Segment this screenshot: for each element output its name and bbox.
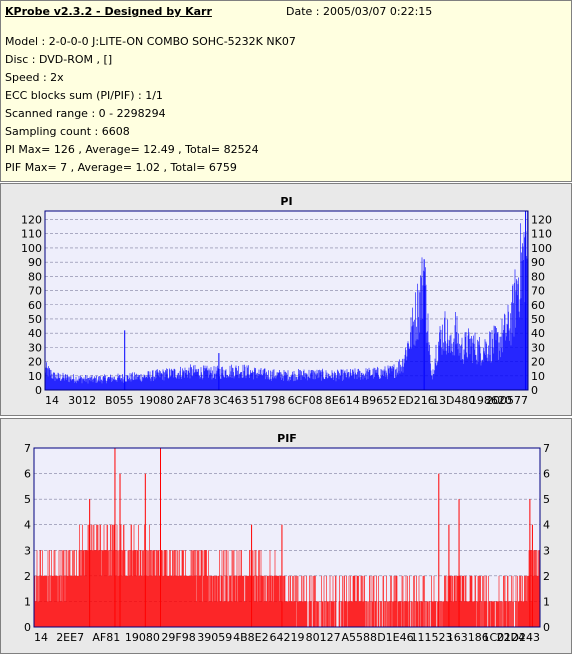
pi-chart-panel: PI 0 0 10 10 20 20 30 30 40 40 50 50 60 60 70 70 80 80 90 90… (0, 183, 572, 416)
pi-x-tick-label: 200577 (486, 394, 528, 407)
pi-y-tick-label-right: 90 (531, 256, 545, 269)
pi-x-tick-label: 2AF78 (176, 394, 211, 407)
pi-x-tick-label: 8E614 (325, 394, 360, 407)
pif-summary-line: PIF Max= 7 , Average= 1.02 , Total= 6759 (5, 161, 237, 174)
pi-y-tick-label: 10 (28, 370, 42, 383)
pi-y-tick-label-right: 110 (531, 228, 552, 241)
pif-y-tick-label-right: 7 (543, 442, 550, 455)
pif-y-tick-label-right: 5 (543, 493, 550, 506)
pif-x-tick-label: 22D243 (497, 631, 540, 644)
pi-y-tick-label: 40 (28, 327, 42, 340)
pif-x-tick-label: 80127 (306, 631, 341, 644)
pif-y-tick-label-right: 6 (543, 468, 550, 481)
pi-x-tick-label: 14 (45, 394, 59, 407)
pi-y-tick-label-right: 70 (531, 285, 545, 298)
pi-x-tick-label: 51798 (250, 394, 285, 407)
sampling-line: Sampling count : 6608 (5, 125, 130, 138)
pi-y-tick-label: 30 (28, 341, 42, 354)
pi-y-tick-label: 100 (21, 242, 42, 255)
pif-y-tick-label: 4 (24, 519, 31, 532)
pif-y-tick-label: 3 (24, 544, 31, 557)
pif-y-tick-label: 0 (24, 621, 31, 634)
pif-y-tick-label: 7 (24, 442, 31, 455)
pi-y-tick-label: 50 (28, 313, 42, 326)
pi-y-tick-label: 70 (28, 285, 42, 298)
pif-x-tick-label: 14 (34, 631, 48, 644)
pif-chart-panel: PIF 0 0 1 1 2 2 3 3 4 4 5 5 6 6 7 7 14 2EE7 AF81 19080 29F98 3… (0, 418, 572, 654)
pif-x-tick-label: 4B8E2 (233, 631, 269, 644)
pi-summary-line: PI Max= 126 , Average= 12.49 , Total= 82… (5, 143, 259, 156)
speed-line: Speed : 2x (5, 71, 64, 84)
pif-y-tick-label: 2 (24, 570, 31, 583)
pif-x-tick-label: 39059 (197, 631, 232, 644)
pi-y-tick-label-right: 80 (531, 270, 545, 283)
pi-chart-title: PI (280, 195, 292, 208)
pif-x-tick-label: 2EE7 (56, 631, 84, 644)
pif-y-tick-label: 5 (24, 493, 31, 506)
pi-x-tick-label: B055 (105, 394, 134, 407)
pi-y-tick-label-right: 30 (531, 341, 545, 354)
pif-chart-title: PIF (277, 432, 297, 445)
pi-x-tick-label: ED216 (398, 394, 434, 407)
pi-x-tick-label: 3012 (68, 394, 96, 407)
pi-y-tick-label: 0 (35, 384, 42, 397)
pi-plot-border (44, 210, 529, 391)
model-line: Model : 2-0-0-0 J:LITE-ON COMBO SOHC-523… (5, 35, 296, 48)
pif-y-tick-label-right: 1 (543, 595, 550, 608)
pif-x-tick-label: 1C0124 (483, 631, 526, 644)
scan-date: Date : 2005/03/07 0:22:15 (286, 5, 433, 18)
range-line: Scanned range : 0 - 2298294 (5, 107, 166, 120)
pi-y-tick-label: 120 (21, 214, 42, 227)
pi-y-tick-label-right: 20 (531, 356, 545, 369)
pi-y-tick-label-right: 120 (531, 214, 552, 227)
pif-x-tick-label: 163186 (447, 631, 489, 644)
pi-y-tick-label-right: 60 (531, 299, 545, 312)
pi-x-tick-label: B9652 (362, 394, 398, 407)
pi-y-tick-label-right: 50 (531, 313, 545, 326)
pif-x-tick-label: 64219 (270, 631, 305, 644)
pif-x-tick-label: 19080 (125, 631, 160, 644)
pi-y-tick-label: 80 (28, 270, 42, 283)
pi-x-tick-label: 198620 (470, 394, 512, 407)
pi-x-tick-label: 13D480 (432, 394, 475, 407)
pif-y-tick-label-right: 0 (543, 621, 550, 634)
disc-line: Disc : DVD-ROM , [] (5, 53, 113, 66)
pif-x-tick-label: A5588 (342, 631, 378, 644)
pif-chart: PIF 0 0 1 1 2 2 3 3 4 4 5 5 6 6 7 7 14 2EE7 AF81 19080 29F98 3… (24, 432, 550, 644)
pi-y-tick-label: 90 (28, 256, 42, 269)
pi-y-tick-label-right: 10 (531, 370, 545, 383)
pif-x-tick-label: 111523 (411, 631, 453, 644)
pif-y-tick-label-right: 2 (543, 570, 550, 583)
pi-y-tick-label-right: 0 (531, 384, 538, 397)
pi-x-tick-label: 3C463 (213, 394, 249, 407)
info-panel: KProbe v2.3.2 - Designed by Karr Date : … (0, 0, 572, 182)
pif-x-tick-label: D1E46 (377, 631, 413, 644)
pi-x-tick-label: 6CF08 (288, 394, 323, 407)
ecc-line: ECC blocks sum (PI/PIF) : 1/1 (5, 89, 163, 102)
pi-x-tick-label: 19080 (139, 394, 174, 407)
pi-y-tick-label: 110 (21, 228, 42, 241)
pif-x-tick-label: 29F98 (161, 631, 195, 644)
pif-x-tick-label: AF81 (92, 631, 120, 644)
pif-y-tick-label-right: 4 (543, 519, 550, 532)
pif-plot-border (33, 447, 541, 628)
pi-y-tick-label-right: 100 (531, 242, 552, 255)
pif-y-tick-label-right: 3 (543, 544, 550, 557)
pif-y-tick-label: 6 (24, 468, 31, 481)
pi-y-tick-label: 60 (28, 299, 42, 312)
app-title: KProbe v2.3.2 - Designed by Karr (5, 5, 212, 18)
pi-y-tick-label-right: 40 (531, 327, 545, 340)
pi-y-tick-label: 20 (28, 356, 42, 369)
pif-y-tick-label: 1 (24, 595, 31, 608)
